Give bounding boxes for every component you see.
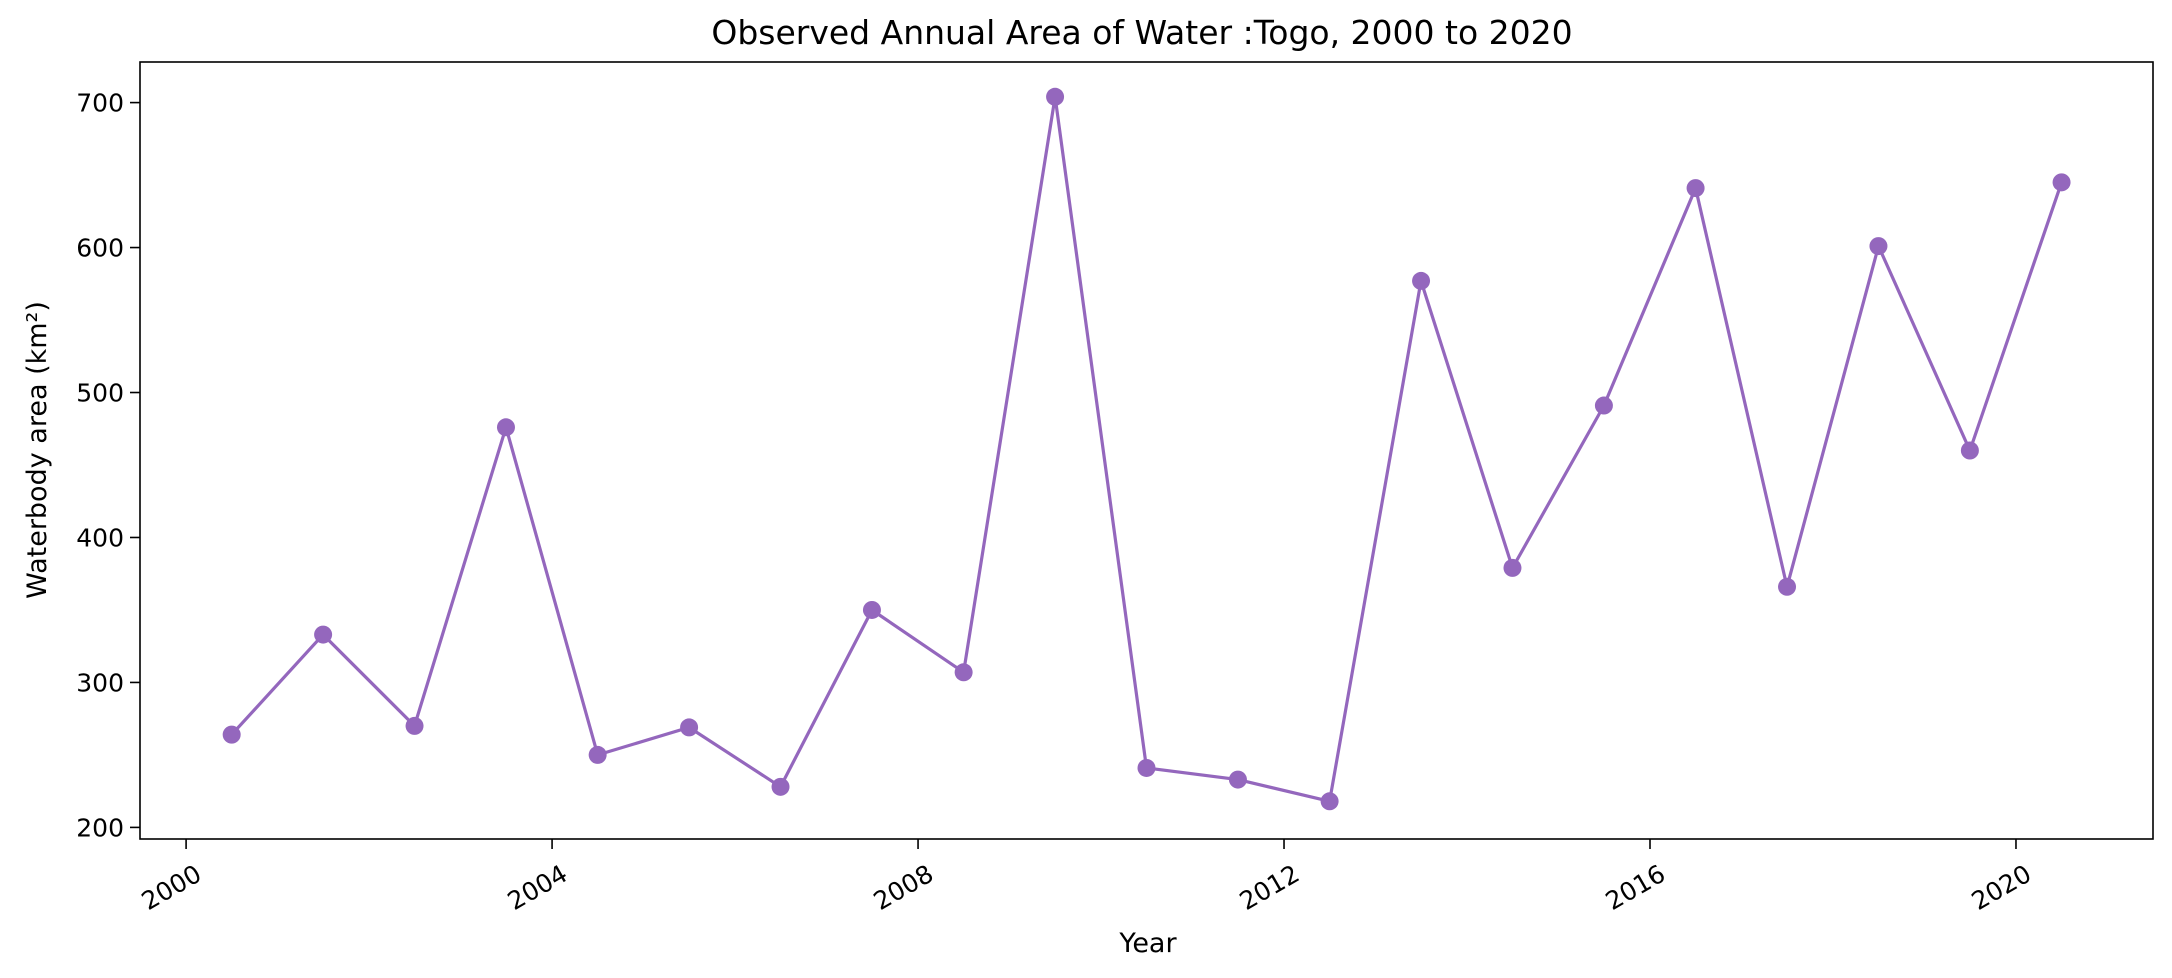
x-axis: 2000 2004 2008 2012 2016 2020 [137, 839, 2036, 916]
data-point [314, 625, 333, 644]
y-tick-label: 500 [76, 379, 124, 408]
data-point [588, 745, 607, 764]
data-point [1778, 577, 1797, 596]
data-point [1686, 179, 1705, 198]
data-point [1869, 237, 1888, 256]
data-point [1046, 87, 1065, 106]
y-axis-label: Waterbody area (km²) [22, 301, 53, 599]
data-point [1594, 396, 1613, 415]
data-point [1960, 441, 1979, 460]
data-point [954, 663, 973, 682]
x-tick-label: 2020 [1967, 859, 2037, 916]
y-tick-label: 300 [76, 668, 124, 697]
y-axis: 200 300 400 500 600 700 [76, 89, 140, 842]
y-tick-label: 700 [76, 89, 124, 118]
data-point [1503, 558, 1522, 577]
series-line [230, 96, 2064, 804]
data-point [2052, 173, 2071, 192]
data-point [771, 777, 790, 796]
data-point [1228, 770, 1247, 789]
x-tick-label: 2016 [1601, 859, 1671, 916]
x-tick-label: 2008 [869, 859, 939, 916]
x-tick-label: 2004 [503, 859, 573, 916]
y-tick-label: 200 [76, 813, 124, 842]
chart-title: Observed Annual Area of Water :Togo, 200… [711, 13, 1572, 52]
data-point [1320, 792, 1339, 811]
series-markers [222, 87, 2071, 811]
data-point [496, 418, 515, 437]
data-point [405, 716, 424, 735]
data-point [680, 718, 699, 737]
data-point [1137, 758, 1156, 777]
x-tick-label: 2000 [137, 859, 207, 916]
plot-frame [139, 61, 2154, 840]
y-tick-label: 400 [76, 523, 124, 552]
x-axis-label: Year [1118, 928, 1177, 959]
data-point [862, 600, 881, 619]
x-tick-label: 2012 [1235, 859, 1305, 916]
y-tick-label: 600 [76, 234, 124, 263]
data-point [1412, 271, 1431, 290]
data-point [222, 725, 241, 744]
